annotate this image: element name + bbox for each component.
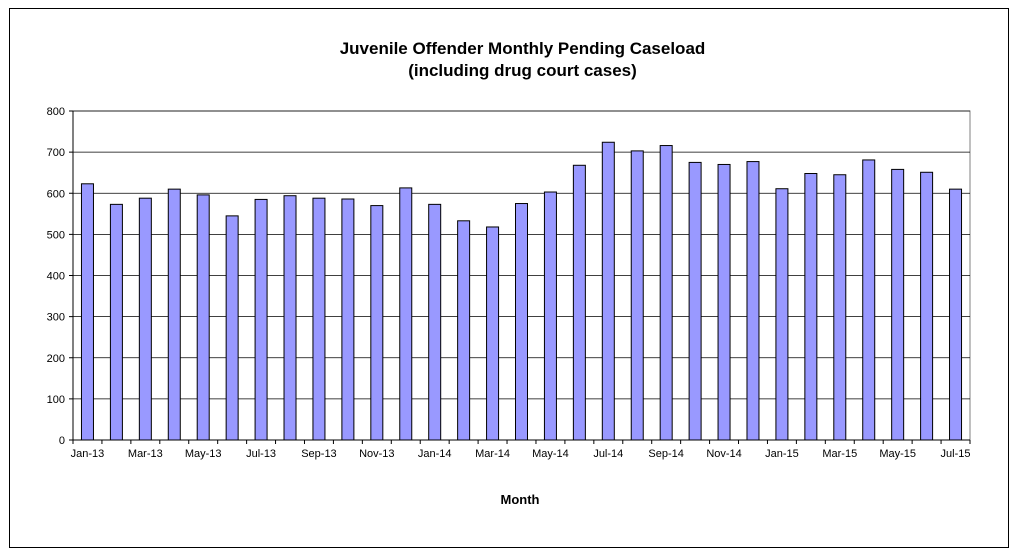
bar xyxy=(833,174,847,441)
x-tick-label: Mar-14 xyxy=(475,448,510,460)
bar xyxy=(688,161,702,441)
bar xyxy=(196,194,210,441)
bar xyxy=(370,205,384,441)
y-tick-label: 600 xyxy=(47,188,65,200)
y-tick-label: 300 xyxy=(47,312,65,324)
y-tick-label: 800 xyxy=(47,106,65,118)
x-axis-label: Month xyxy=(500,492,540,507)
bar xyxy=(515,203,528,441)
y-tick-label: 700 xyxy=(47,147,65,159)
y-tick-label: 200 xyxy=(47,353,65,365)
bar xyxy=(254,198,268,441)
x-tick-label: Jul-15 xyxy=(941,448,971,460)
x-tick-label: Jul-13 xyxy=(246,448,276,460)
bar xyxy=(920,171,934,441)
y-tick-label: 400 xyxy=(47,271,65,283)
bar xyxy=(138,197,152,441)
bar xyxy=(225,215,239,441)
y-tick-label: 0 xyxy=(59,435,65,447)
bar-chart: 0 100 200 300 400 500 600 700 800 Jan-13 Mar-13 May… xyxy=(47,106,971,460)
bar xyxy=(457,220,471,441)
bar xyxy=(109,203,123,441)
x-tick-label: Jan-14 xyxy=(418,448,452,460)
x-tick-label: Sep-13 xyxy=(301,448,336,460)
x-tick-label: Mar-13 xyxy=(128,448,163,460)
x-tick-label: Jul-14 xyxy=(593,448,623,460)
bar xyxy=(312,197,326,441)
bar xyxy=(167,188,181,441)
y-tick-label: 100 xyxy=(47,394,65,406)
bar xyxy=(717,163,731,441)
x-tick-label: Mar-15 xyxy=(822,448,857,460)
chart-title-block: Juvenile Offender Monthly Pending Caselo… xyxy=(0,38,1018,82)
bar xyxy=(775,188,789,441)
x-tick-label: May-14 xyxy=(532,448,569,460)
bar xyxy=(399,187,413,441)
bar xyxy=(746,161,760,441)
bar xyxy=(891,168,905,441)
bar xyxy=(630,150,644,441)
x-tick-label: Jan-13 xyxy=(71,448,105,460)
bar xyxy=(659,145,673,441)
x-tick-label: Nov-13 xyxy=(359,448,394,460)
bar xyxy=(283,195,297,441)
bar xyxy=(80,183,94,441)
x-tick-label: May-15 xyxy=(879,448,916,460)
x-tick-label: May-13 xyxy=(185,448,222,460)
y-tick-label: 500 xyxy=(47,229,65,241)
bar xyxy=(862,159,876,441)
bar xyxy=(341,198,355,441)
chart-title: Juvenile Offender Monthly Pending Caselo… xyxy=(339,39,706,58)
bar xyxy=(949,188,963,441)
bar xyxy=(601,141,615,441)
x-tick-label: Nov-14 xyxy=(706,448,741,460)
x-tick-label: Sep-14 xyxy=(648,448,683,460)
bar xyxy=(543,191,557,441)
chart-subtitle: (including drug court cases) xyxy=(408,61,637,80)
bar xyxy=(428,203,442,441)
bar xyxy=(572,164,586,441)
x-tick-label: Jan-15 xyxy=(765,448,799,460)
bar xyxy=(804,173,818,441)
bar xyxy=(486,226,500,441)
